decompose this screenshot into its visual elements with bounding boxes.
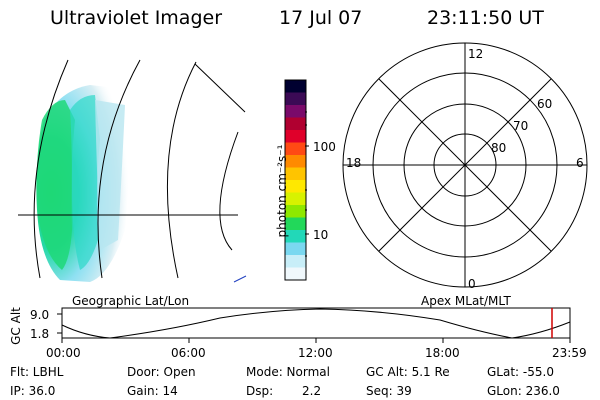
polar-label-6: 6 xyxy=(576,156,584,170)
time-tick-1200: 12:00 xyxy=(298,346,333,360)
info-ip: IP: 36.0 xyxy=(10,384,56,398)
colorbar-band xyxy=(285,180,306,193)
colorbar-tick-10: 10 xyxy=(313,228,329,242)
info-glat: GLat: -55.0 xyxy=(487,365,554,379)
colorbar-frame xyxy=(284,79,307,281)
polar-label-80: 80 xyxy=(491,141,507,155)
colorbar-label: photon cm⁻²s⁻¹ xyxy=(275,144,289,238)
colorbar xyxy=(285,80,306,281)
altitude-strip xyxy=(57,307,571,343)
time-tick-0000: 00:00 xyxy=(46,346,81,360)
geographic-label: Geographic Lat/Lon xyxy=(72,294,190,308)
info-door: Door: Open xyxy=(127,365,196,379)
image-title: Ultraviolet Imager xyxy=(50,7,223,29)
colorbar-band xyxy=(285,217,306,231)
image-time: 23:11:50 UT xyxy=(427,7,544,29)
colorbar-band xyxy=(285,92,306,106)
geographic-grid xyxy=(18,59,247,283)
info-dsp-value: 2.2 xyxy=(302,384,322,398)
colorbar-band xyxy=(285,130,306,143)
polar-label-18: 18 xyxy=(346,156,362,170)
colorbar-band xyxy=(285,205,306,218)
polar-label-70: 70 xyxy=(513,119,529,133)
polar-grid xyxy=(342,42,588,288)
info-gain: Gain: 14 xyxy=(127,384,178,398)
colorbar-band xyxy=(285,242,306,256)
info-seq: Seq: 39 xyxy=(366,384,412,398)
info-dsp-label: Dsp: xyxy=(246,384,274,398)
polar-label-60: 60 xyxy=(537,97,553,111)
aurora-image xyxy=(36,85,135,282)
info-mode: Mode: Normal xyxy=(246,365,330,379)
colorbar-band xyxy=(285,192,306,206)
altitude-ylabel: GC Alt xyxy=(9,307,23,345)
colorbar-band xyxy=(285,167,306,181)
colorbar-band xyxy=(285,155,306,168)
colorbar-tick-100: 100 xyxy=(313,140,336,154)
time-tick-2359: 23:59 xyxy=(552,346,587,360)
colorbar-band xyxy=(285,230,306,243)
info-gc-alt: GC Alt: 5.1 Re xyxy=(366,365,450,379)
polar-label-12: 12 xyxy=(468,47,484,61)
polar-label-0: 0 xyxy=(468,277,476,291)
altitude-ymin: 1.8 xyxy=(30,327,50,341)
colorbar-band xyxy=(285,255,306,268)
info-filter: Flt: LBHL xyxy=(10,365,64,379)
time-tick-1800: 18:00 xyxy=(425,346,460,360)
colorbar-band xyxy=(285,117,306,131)
time-tick-0600: 06:00 xyxy=(171,346,206,360)
apex-label: Apex MLat/MLT xyxy=(421,294,511,308)
colorbar-band xyxy=(285,267,306,281)
image-date: 17 Jul 07 xyxy=(279,7,363,29)
colorbar-band xyxy=(285,105,306,118)
colorbar-ticks xyxy=(305,111,309,257)
info-glon: GLon: 236.0 xyxy=(487,384,560,398)
colorbar-band xyxy=(285,80,306,93)
altitude-ymax: 9.0 xyxy=(30,308,50,322)
colorbar-band xyxy=(285,142,306,156)
